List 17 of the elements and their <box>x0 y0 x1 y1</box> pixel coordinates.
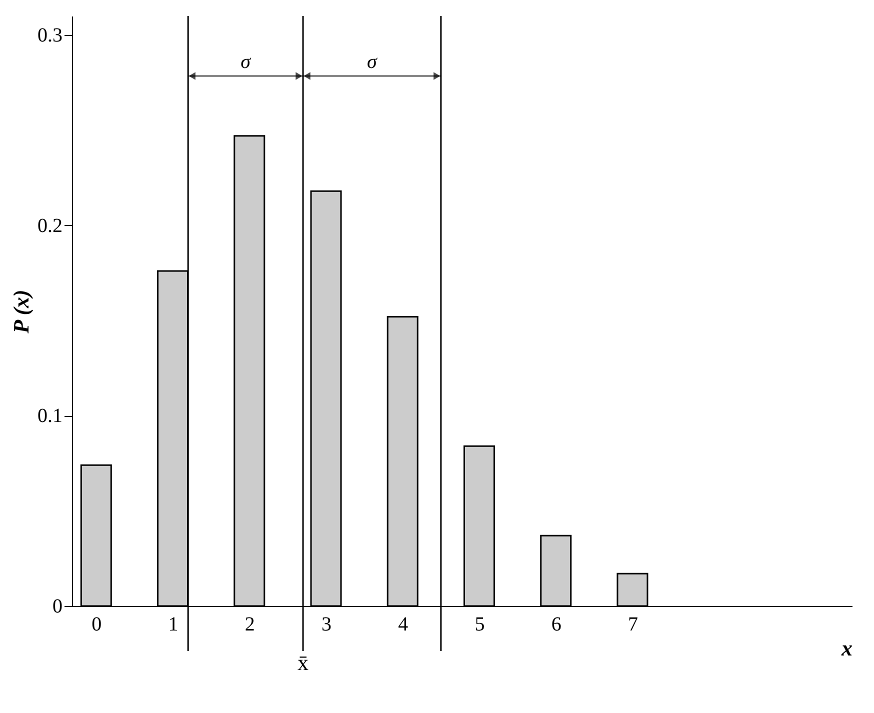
y-tick-label: 0.2 <box>38 214 62 237</box>
ref-line-label: x̄ <box>298 650 309 675</box>
x-tick-label: 4 <box>398 614 408 636</box>
y-axis-title: P (x) <box>8 290 34 334</box>
x-tick-label: 5 <box>474 614 485 636</box>
x-tick-label: 0 <box>92 614 102 636</box>
x-axis-title: x <box>840 636 852 660</box>
x-tick-label: 6 <box>551 614 562 636</box>
y-tick-label: 0 <box>52 596 62 618</box>
annotation: σ <box>367 51 378 73</box>
y-tick-label: 0.3 <box>38 24 62 47</box>
x-tick-label: 2 <box>244 614 255 636</box>
x-tick-label: 3 <box>322 614 332 636</box>
y-tick-label: 0.1 <box>38 405 62 428</box>
x-tick-label: 7 <box>628 614 638 636</box>
x-tick-label: 1 <box>168 614 178 636</box>
annotation: σ <box>240 51 252 73</box>
